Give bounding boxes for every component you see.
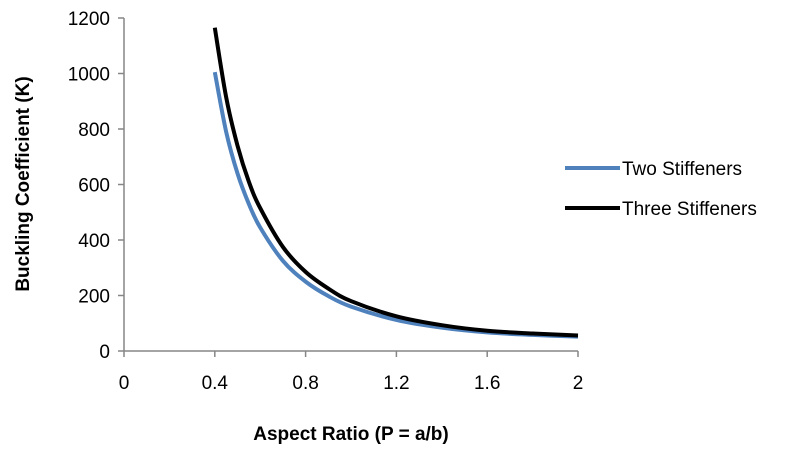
series-line-two-stiffeners bbox=[212, 71, 579, 339]
x-ticks: 0 0.4 0.8 1.2 1.6 2 bbox=[119, 351, 584, 394]
series-layer bbox=[212, 27, 579, 339]
y-tick-label: 400 bbox=[78, 231, 110, 252]
y-tick-label: 1000 bbox=[68, 65, 110, 86]
y-tick-label: 800 bbox=[78, 120, 110, 141]
x-tick-label: 0.8 bbox=[292, 373, 318, 394]
legend-label-two-stiffeners: Two Stiffeners bbox=[622, 159, 742, 180]
y-tick-label: 600 bbox=[78, 176, 110, 197]
series-line-three-stiffeners bbox=[212, 27, 579, 338]
x-tick-label: 1.2 bbox=[383, 373, 409, 394]
y-ticks: 0 200 400 600 800 1000 1200 bbox=[68, 9, 124, 363]
y-tick-label: 0 bbox=[99, 342, 110, 363]
x-tick-label: 2 bbox=[573, 373, 584, 394]
x-tick-label: 0 bbox=[119, 373, 130, 394]
y-tick-label: 200 bbox=[78, 287, 110, 308]
x-tick-label: 1.6 bbox=[474, 373, 500, 394]
y-axis-title: Buckling Coefficient (K) bbox=[13, 76, 34, 291]
x-tick-label: 0.4 bbox=[202, 373, 229, 394]
legend: Two Stiffeners Three Stiffeners bbox=[565, 159, 757, 220]
y-tick-label: 1200 bbox=[68, 9, 110, 30]
x-axis-title: Aspect Ratio (P = a/b) bbox=[253, 424, 449, 445]
legend-label-three-stiffeners: Three Stiffeners bbox=[622, 199, 757, 220]
